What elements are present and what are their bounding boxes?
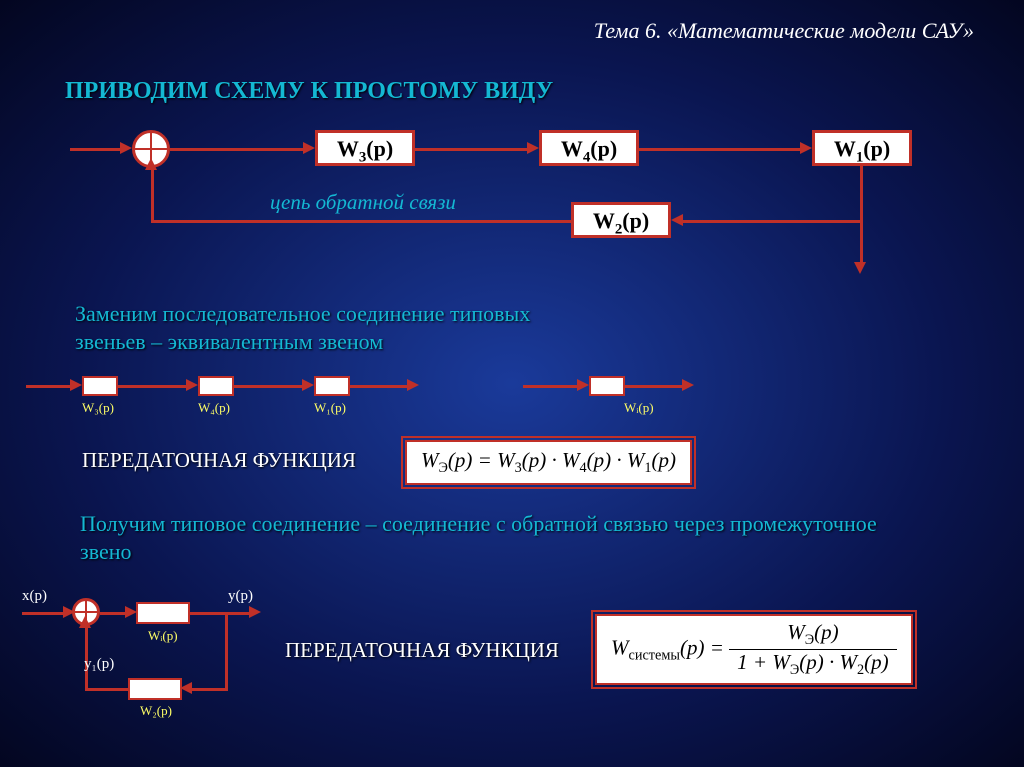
mini-block-w2-2 xyxy=(128,678,182,700)
mini-label-we: Wᵢ(p) xyxy=(624,400,654,416)
mini-block-w1 xyxy=(314,376,350,396)
transfer-function-label-2: ПЕРЕДАТОЧНАЯ ФУНКЦИЯ xyxy=(285,638,559,663)
topic-header: Тема 6. «Математические модели САУ» xyxy=(594,18,974,44)
block-w1: W1(p) xyxy=(812,130,912,166)
equation-series: WЭ(p) = W3(p) · W4(p) · W1(p) xyxy=(405,440,692,485)
block-w4: W4(p) xyxy=(539,130,639,166)
block-w3: W3(p) xyxy=(315,130,415,166)
transfer-function-label-1: ПЕРЕДАТОЧНАЯ ФУНКЦИЯ xyxy=(82,448,356,473)
feedback-text: Получим типовое соединение – соединение … xyxy=(80,510,910,566)
y-label: y(p) xyxy=(228,588,253,605)
main-block-diagram: W3(p) W4(p) W1(p) W2(p) цепь обратной св… xyxy=(70,120,940,266)
mini-block-we xyxy=(589,376,625,396)
series-replace-text: Заменим последовательное соединение типо… xyxy=(75,300,595,356)
mini-label-w3: W₃(p) xyxy=(82,400,114,416)
mini-label-w2-2: W₂(p) xyxy=(140,703,172,719)
block-w2-feedback: W2(p) xyxy=(571,202,671,238)
feedback-chain-label: цепь обратной связи xyxy=(270,190,456,215)
mini-label-we-2: Wᵢ(p) xyxy=(148,628,178,644)
equation-feedback: Wсистемы(p) = WЭ(p) 1 + WЭ(p) · W2(p) xyxy=(595,614,913,685)
mini-label-w1: W₁(p) xyxy=(314,400,346,416)
mini-block-w4 xyxy=(198,376,234,396)
mini-block-we-2 xyxy=(136,602,190,624)
x-label: x(p) xyxy=(22,588,47,605)
page-title: ПРИВОДИМ СХЕМУ К ПРОСТОМУ ВИДУ xyxy=(65,78,553,105)
mini-label-w4: W₄(p) xyxy=(198,400,230,416)
y1-label: y₁(p) xyxy=(84,656,114,673)
mini-block-w3 xyxy=(82,376,118,396)
